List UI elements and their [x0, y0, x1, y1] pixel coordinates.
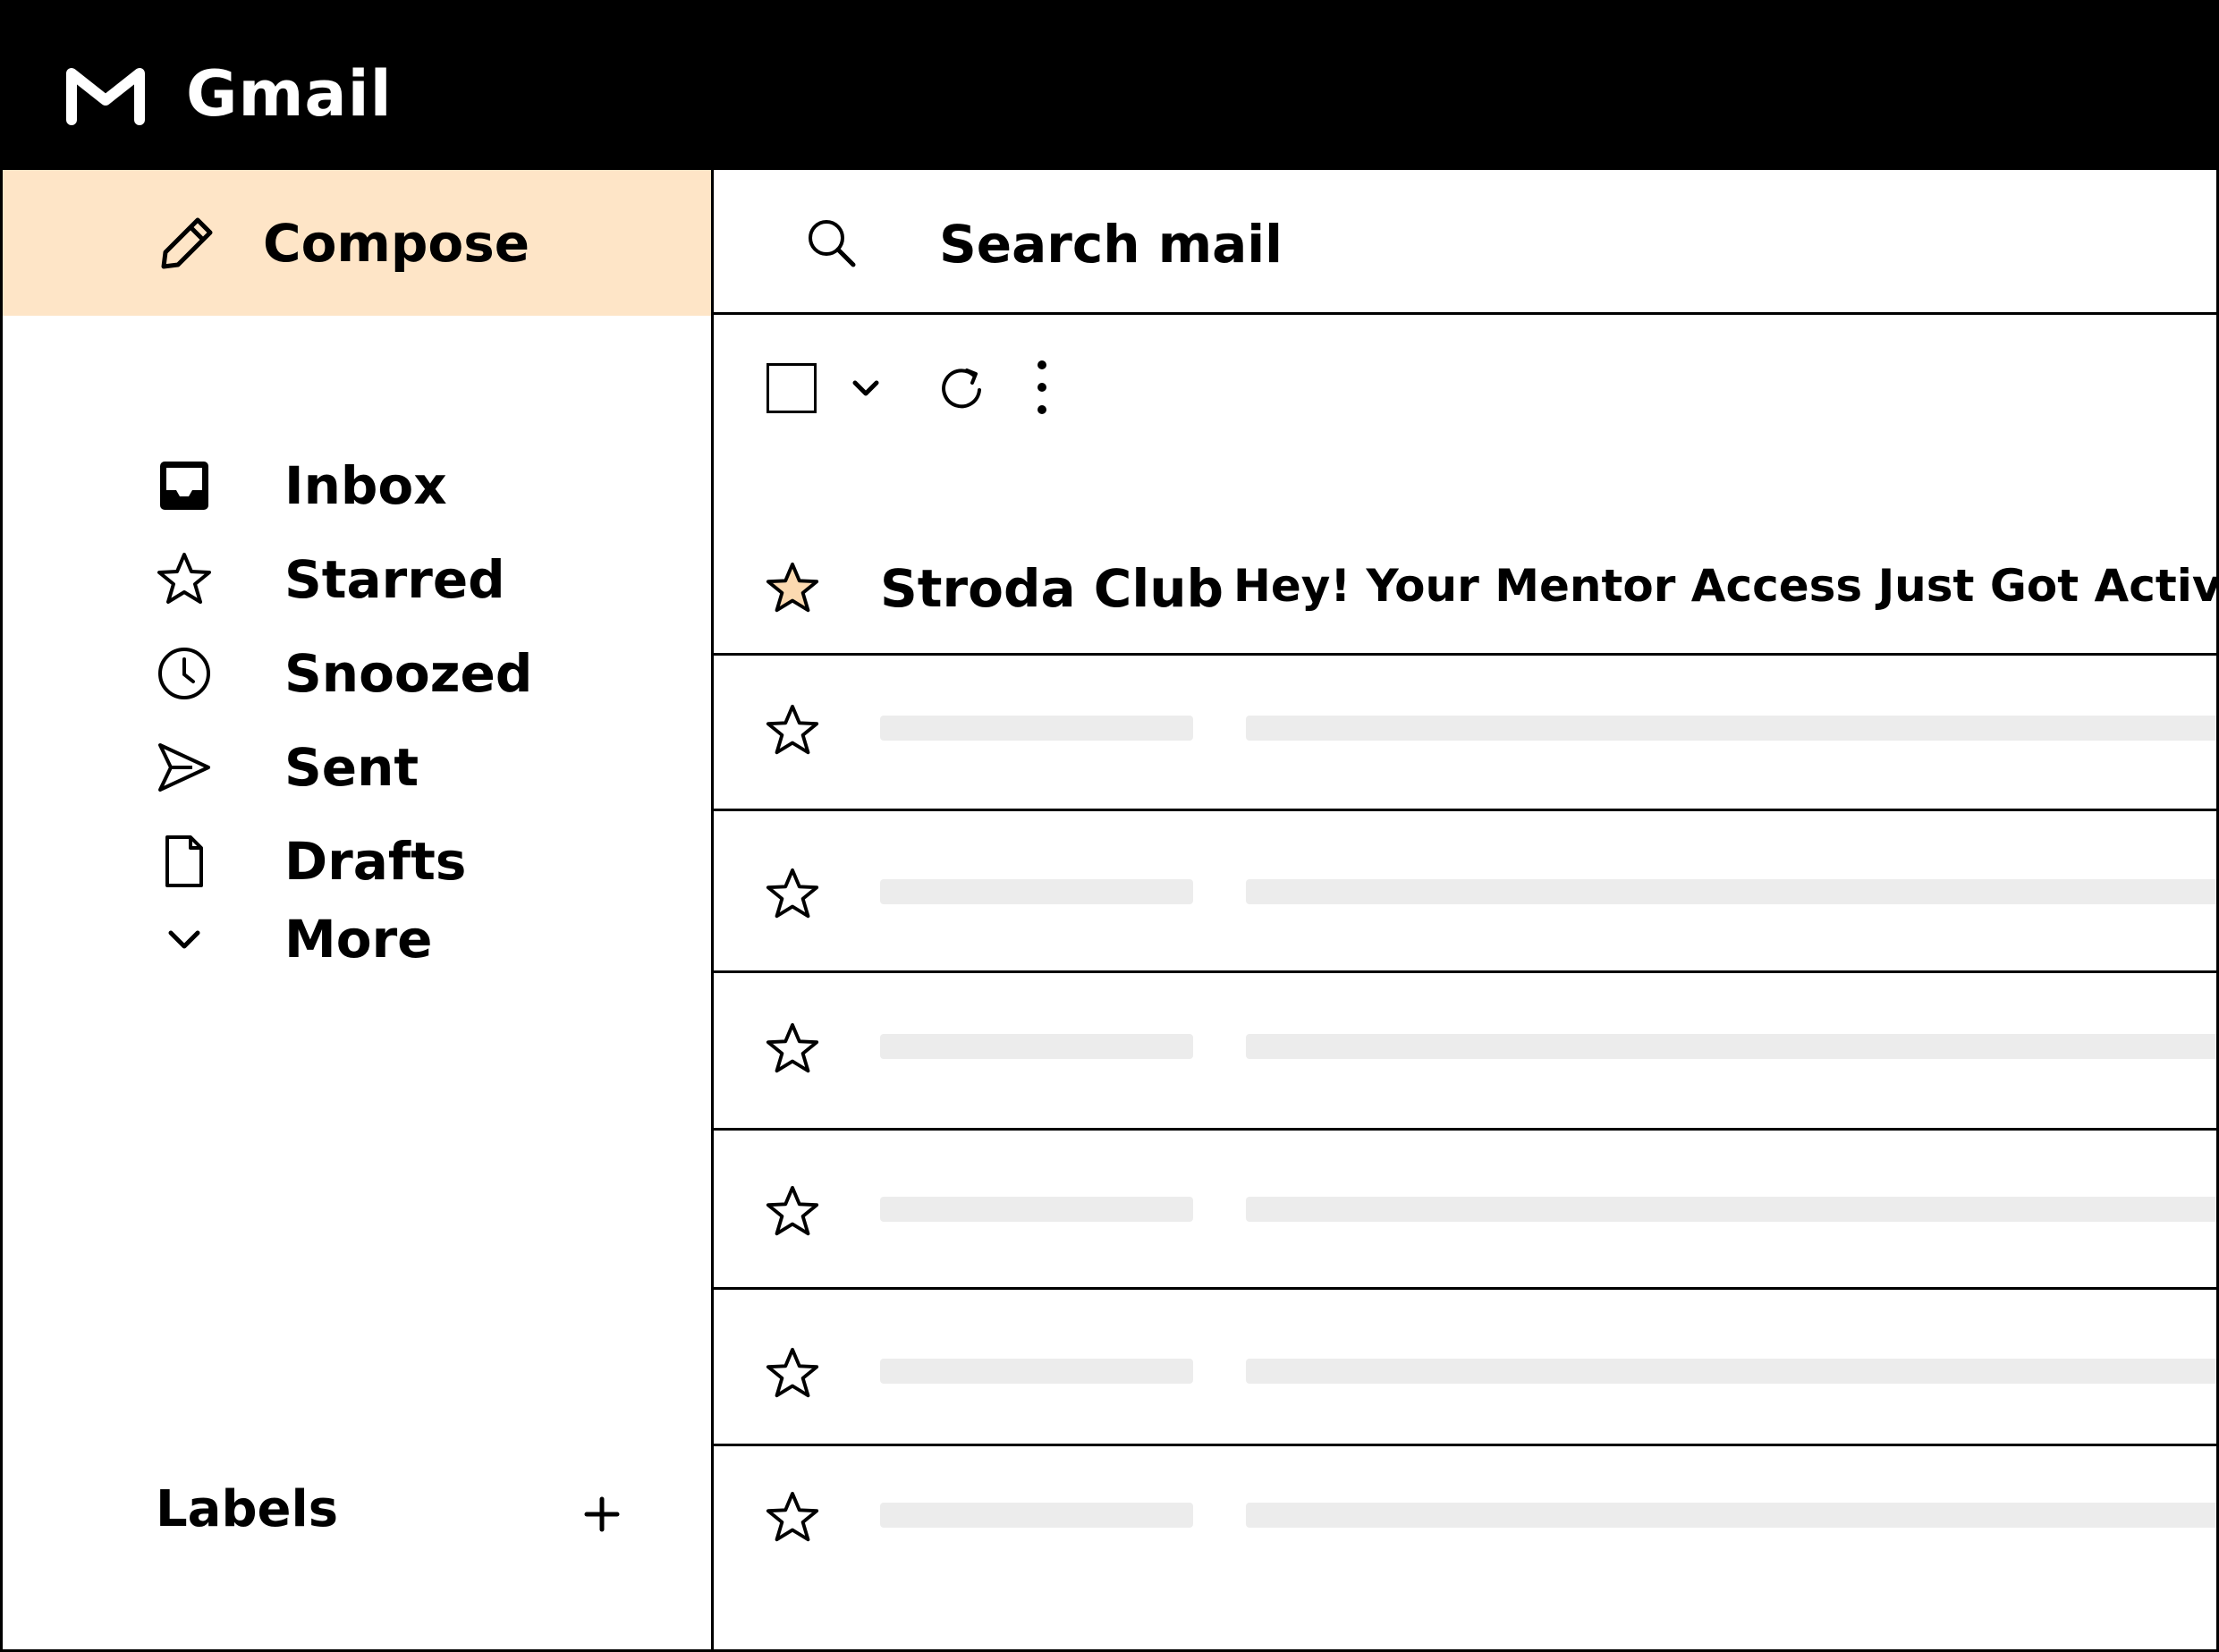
star-icon[interactable]	[764, 1345, 821, 1402]
sidebar-item-starred[interactable]: Starred	[3, 526, 711, 633]
row-divider	[714, 653, 2216, 656]
labels-heading: Labels	[156, 1480, 339, 1538]
subject-placeholder	[1246, 1359, 2216, 1384]
star-icon[interactable]	[764, 1021, 821, 1078]
email-row[interactable]	[714, 1290, 2216, 1444]
star-icon[interactable]	[764, 702, 821, 759]
email-row[interactable]	[714, 973, 2216, 1128]
refresh-icon[interactable]	[933, 360, 990, 417]
email-row[interactable]: Stroda Club Hey! Your Mentor Access Just…	[714, 524, 2219, 653]
search-icon[interactable]	[803, 215, 860, 272]
email-row[interactable]	[714, 656, 2216, 809]
app-title: Gmail	[186, 57, 393, 131]
star-icon[interactable]	[764, 1489, 821, 1546]
chevron-down-icon	[168, 930, 200, 949]
star-icon	[157, 553, 211, 604]
row-divider	[714, 809, 2216, 811]
search-bar	[714, 170, 2216, 315]
subject-placeholder	[1246, 1034, 2216, 1059]
pencil-icon	[161, 217, 213, 269]
sidebar-item-label: More	[284, 909, 433, 970]
subject-placeholder	[1246, 716, 2216, 741]
sidebar-item-more[interactable]: More	[3, 885, 711, 993]
star-icon[interactable]	[764, 866, 821, 923]
clock-icon	[158, 648, 210, 699]
sender-placeholder	[880, 879, 1193, 904]
compose-label: Compose	[263, 213, 530, 274]
inbox-icon	[160, 462, 208, 510]
sidebar-item-snoozed[interactable]: Snoozed	[3, 620, 711, 727]
row-divider	[714, 1128, 2216, 1131]
compose-button[interactable]: Compose	[3, 170, 711, 316]
sender-placeholder	[880, 1359, 1193, 1384]
search-input[interactable]	[939, 204, 2102, 284]
star-icon[interactable]	[764, 1183, 821, 1241]
document-icon	[165, 835, 203, 887]
chevron-down-icon[interactable]	[848, 370, 884, 406]
star-icon[interactable]	[764, 560, 821, 617]
plus-icon[interactable]	[580, 1492, 624, 1537]
gmail-m-icon[interactable]	[64, 66, 147, 125]
select-all-checkbox[interactable]	[766, 363, 817, 413]
sidebar-item-drafts[interactable]: Drafts	[3, 808, 711, 915]
sender-placeholder	[880, 716, 1193, 741]
sidebar: Compose Inbox Starred Snoozed	[3, 170, 714, 1649]
mail-pane: Stroda Club Hey! Your Mentor Access Just…	[714, 170, 2219, 1649]
sidebar-item-inbox[interactable]: Inbox	[3, 432, 711, 539]
sender-placeholder	[880, 1034, 1193, 1059]
more-vertical-icon[interactable]	[1031, 358, 1053, 417]
sidebar-item-sent[interactable]: Sent	[3, 714, 711, 821]
sender-placeholder	[880, 1197, 1193, 1222]
row-divider	[714, 1444, 2216, 1446]
subject-placeholder	[1246, 1197, 2216, 1222]
row-divider	[714, 970, 2216, 973]
sidebar-item-label: Starred	[284, 549, 505, 610]
sidebar-item-label: Inbox	[284, 455, 447, 516]
sender-placeholder	[880, 1503, 1193, 1528]
subject-placeholder	[1246, 879, 2216, 904]
email-row[interactable]	[714, 811, 2216, 970]
send-icon	[158, 743, 210, 792]
top-bar: Gmail	[3, 3, 2216, 170]
sidebar-item-label: Drafts	[284, 831, 467, 892]
sidebar-item-label: Sent	[284, 737, 419, 798]
row-divider	[714, 1287, 2216, 1290]
sidebar-item-label: Snoozed	[284, 643, 533, 704]
email-row[interactable]	[714, 1131, 2216, 1287]
email-sender: Stroda Club	[880, 558, 1224, 619]
subject-placeholder	[1246, 1503, 2216, 1528]
email-subject: Hey! Your Mentor Access Just Got Activat…	[1233, 560, 2219, 612]
mail-toolbar	[714, 315, 2216, 449]
email-row[interactable]	[714, 1446, 2216, 1598]
